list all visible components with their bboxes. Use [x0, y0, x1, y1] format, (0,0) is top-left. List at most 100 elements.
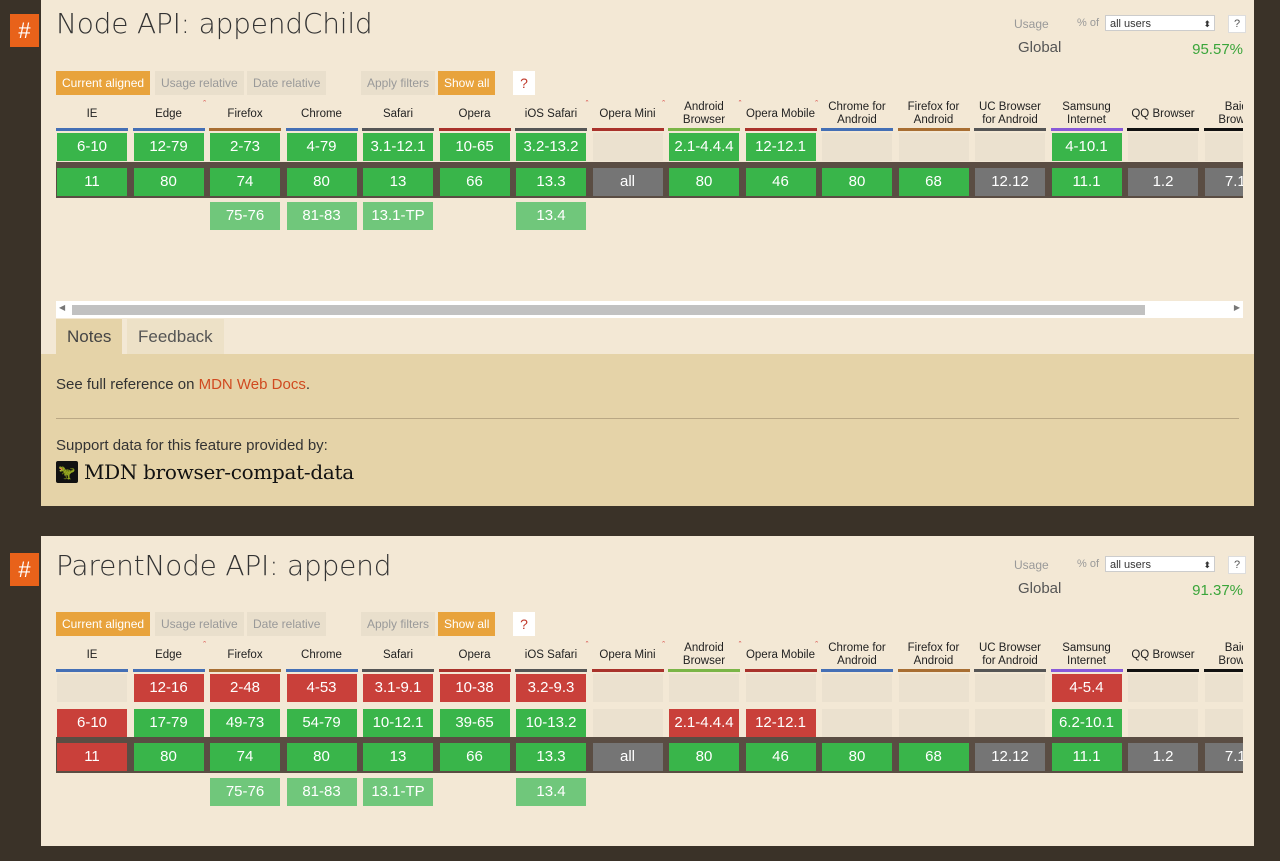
browser-header[interactable]: Chrome	[286, 641, 358, 669]
browser-header[interactable]: Safari	[362, 641, 434, 669]
support-cell[interactable]: 74	[210, 167, 280, 196]
browser-header[interactable]: Opera Mini *	[592, 100, 665, 128]
tab-notes[interactable]: Notes	[56, 319, 123, 354]
support-cell[interactable]: 6-10	[57, 708, 127, 737]
support-cell[interactable]: 39-65	[439, 708, 510, 737]
current-aligned-button[interactable]: Current aligned	[56, 612, 151, 636]
support-cell[interactable]: 3.2-9.3	[516, 674, 586, 702]
support-cell[interactable]: 11.1	[1051, 743, 1122, 771]
support-cell[interactable]: 4-79	[286, 133, 357, 161]
date-relative-button[interactable]: Date relative	[247, 71, 327, 95]
browser-header[interactable]: Chrome for Android	[821, 641, 893, 669]
browser-header[interactable]: IE	[56, 100, 128, 128]
support-cell[interactable]: 80	[822, 743, 892, 771]
support-cell[interactable]: 4-5.4	[1051, 674, 1122, 702]
support-cell[interactable]: 66	[439, 167, 510, 196]
support-cell[interactable]: 13.1-TP	[363, 777, 433, 806]
support-cell[interactable]: 10-13.2	[516, 708, 586, 737]
browser-header[interactable]: Opera Mobile *	[745, 641, 819, 669]
support-cell[interactable]: all	[592, 743, 663, 771]
browser-header[interactable]: QQ Browser	[1127, 100, 1199, 128]
support-cell[interactable]: 13.4	[516, 202, 586, 230]
show-all-button[interactable]: Show all	[438, 612, 496, 636]
support-cell[interactable]: 1.2	[1128, 167, 1198, 196]
mdn-compat-data-link[interactable]: MDN browser-compat-data	[84, 460, 354, 484]
browser-header[interactable]: Android Browser *	[668, 641, 742, 669]
support-cell[interactable]: 6.2-10.1	[1051, 708, 1122, 737]
support-cell[interactable]: 1.2	[1128, 743, 1198, 771]
support-cell[interactable]: 13	[363, 167, 433, 196]
browser-header[interactable]: Edge *	[133, 100, 206, 128]
support-cell[interactable]: 81-83	[286, 777, 357, 806]
support-cell[interactable]: 13.1-TP	[363, 202, 433, 230]
support-cell[interactable]: 12.12	[975, 167, 1045, 196]
support-cell[interactable]: 11	[57, 167, 127, 196]
browser-header[interactable]: UC Browser for Android	[974, 641, 1046, 669]
browser-header[interactable]: Chrome for Android	[821, 100, 893, 128]
support-cell[interactable]: 3.2-13.2	[516, 133, 586, 161]
support-cell[interactable]: 7.12	[1204, 743, 1243, 771]
show-all-button[interactable]: Show all	[438, 71, 496, 95]
browser-header[interactable]: Samsung Internet	[1051, 641, 1123, 669]
browser-header[interactable]: UC Browser for Android	[974, 100, 1046, 128]
support-cell[interactable]: 12-79	[133, 133, 204, 161]
browser-header[interactable]: iOS Safari *	[515, 641, 589, 669]
browser-header[interactable]: Samsung Internet	[1051, 100, 1123, 128]
support-cell[interactable]: 75-76	[210, 202, 280, 230]
support-cell[interactable]: 49-73	[210, 708, 280, 737]
browser-header[interactable]: Firefox for Android	[898, 100, 970, 128]
support-cell[interactable]: 80	[669, 167, 739, 196]
support-cell[interactable]: 54-79	[286, 708, 357, 737]
support-cell[interactable]: 2.1-4.4.4	[669, 133, 739, 161]
browser-header[interactable]: Baidu Browser	[1204, 100, 1243, 128]
browser-header[interactable]: Safari	[362, 100, 434, 128]
support-cell[interactable]: 74	[210, 743, 280, 771]
apply-filters-button[interactable]: Apply filters	[361, 612, 436, 636]
support-cell[interactable]: 46	[745, 167, 816, 196]
support-cell[interactable]: 13.3	[516, 167, 586, 196]
support-cell[interactable]: 80	[133, 167, 204, 196]
users-select[interactable]: all users ⬍	[1105, 15, 1215, 31]
browser-header[interactable]: Firefox	[209, 100, 281, 128]
browser-header[interactable]: IE	[56, 641, 128, 669]
support-cell[interactable]: 66	[439, 743, 510, 771]
filters-help-button[interactable]: ?	[513, 612, 535, 636]
support-cell[interactable]: 10-12.1	[363, 708, 433, 737]
browser-header[interactable]: Android Browser *	[668, 100, 742, 128]
support-cell[interactable]: 80	[669, 743, 739, 771]
support-cell[interactable]: 80	[133, 743, 204, 771]
usage-relative-button[interactable]: Usage relative	[155, 612, 244, 636]
support-cell[interactable]: 11	[57, 743, 127, 771]
browser-header[interactable]: iOS Safari *	[515, 100, 589, 128]
support-cell[interactable]: 10-38	[439, 674, 510, 702]
apply-filters-button[interactable]: Apply filters	[361, 71, 436, 95]
support-cell[interactable]: 13.4	[516, 777, 586, 806]
browser-header[interactable]: Edge *	[133, 641, 206, 669]
support-cell[interactable]: 6-10	[57, 133, 127, 161]
browser-header[interactable]: Chrome	[286, 100, 358, 128]
support-cell[interactable]: 80	[286, 743, 357, 771]
filters-help-button[interactable]: ?	[513, 71, 535, 95]
support-cell[interactable]: 12-12.1	[745, 708, 816, 737]
scrollbar-thumb[interactable]	[72, 305, 1145, 315]
usage-help-button[interactable]: ?	[1228, 15, 1246, 33]
support-cell[interactable]: 3.1-12.1	[363, 133, 433, 161]
usage-relative-button[interactable]: Usage relative	[155, 71, 244, 95]
support-cell[interactable]: 2.1-4.4.4	[669, 708, 739, 737]
date-relative-button[interactable]: Date relative	[247, 612, 327, 636]
support-cell[interactable]: 46	[745, 743, 816, 771]
browser-header[interactable]: Opera	[439, 641, 511, 669]
horizontal-scrollbar[interactable]: ◀ ▶	[56, 301, 1243, 318]
current-aligned-button[interactable]: Current aligned	[56, 71, 151, 95]
support-cell[interactable]: 68	[898, 743, 969, 771]
support-cell[interactable]: 11.1	[1051, 167, 1122, 196]
browser-header[interactable]: Opera Mobile *	[745, 100, 819, 128]
browser-header[interactable]: Baidu Browser	[1204, 641, 1243, 669]
users-select[interactable]: all users ⬍	[1105, 556, 1215, 572]
support-cell[interactable]: 2-73	[210, 133, 280, 161]
usage-help-button[interactable]: ?	[1228, 556, 1246, 574]
support-cell[interactable]: 12.12	[975, 743, 1045, 771]
anchor-hash-link[interactable]: #	[10, 14, 39, 47]
support-cell[interactable]: 12-12.1	[745, 133, 816, 161]
support-cell[interactable]: 80	[822, 167, 892, 196]
